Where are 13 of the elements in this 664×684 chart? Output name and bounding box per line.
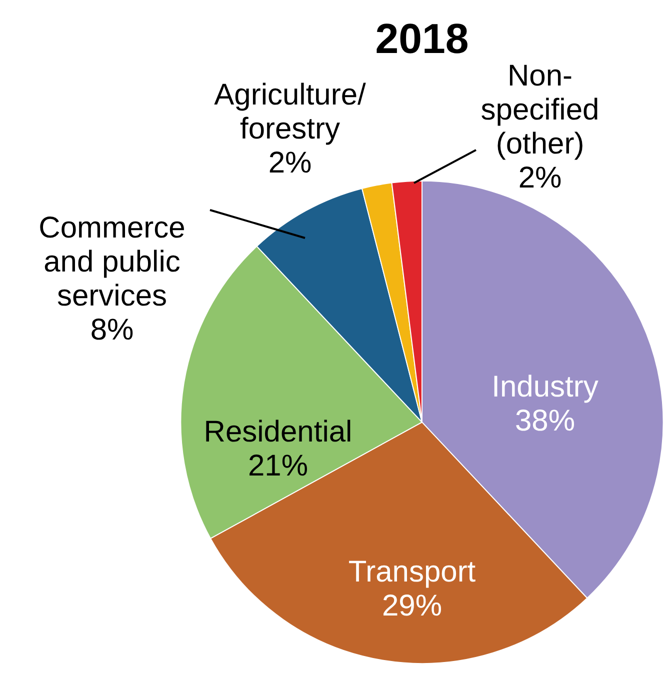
slice-label: Residential: [204, 415, 352, 448]
data-label: 2%: [268, 146, 312, 180]
chart-title: 2018: [375, 14, 469, 62]
data-label: 38%: [514, 404, 576, 438]
slice-label: Non-specified (other): [480, 59, 600, 160]
data-label: 29%: [382, 589, 442, 622]
slice-label: Industry: [492, 370, 598, 404]
data-label: 8%: [90, 313, 134, 346]
slice-label: Agriculture/forestry: [214, 78, 367, 146]
slice-label: Commerce and public services: [38, 211, 186, 312]
data-label: 21%: [248, 449, 308, 482]
data-label: 2%: [518, 161, 562, 194]
slice-label: Transport: [348, 555, 476, 588]
